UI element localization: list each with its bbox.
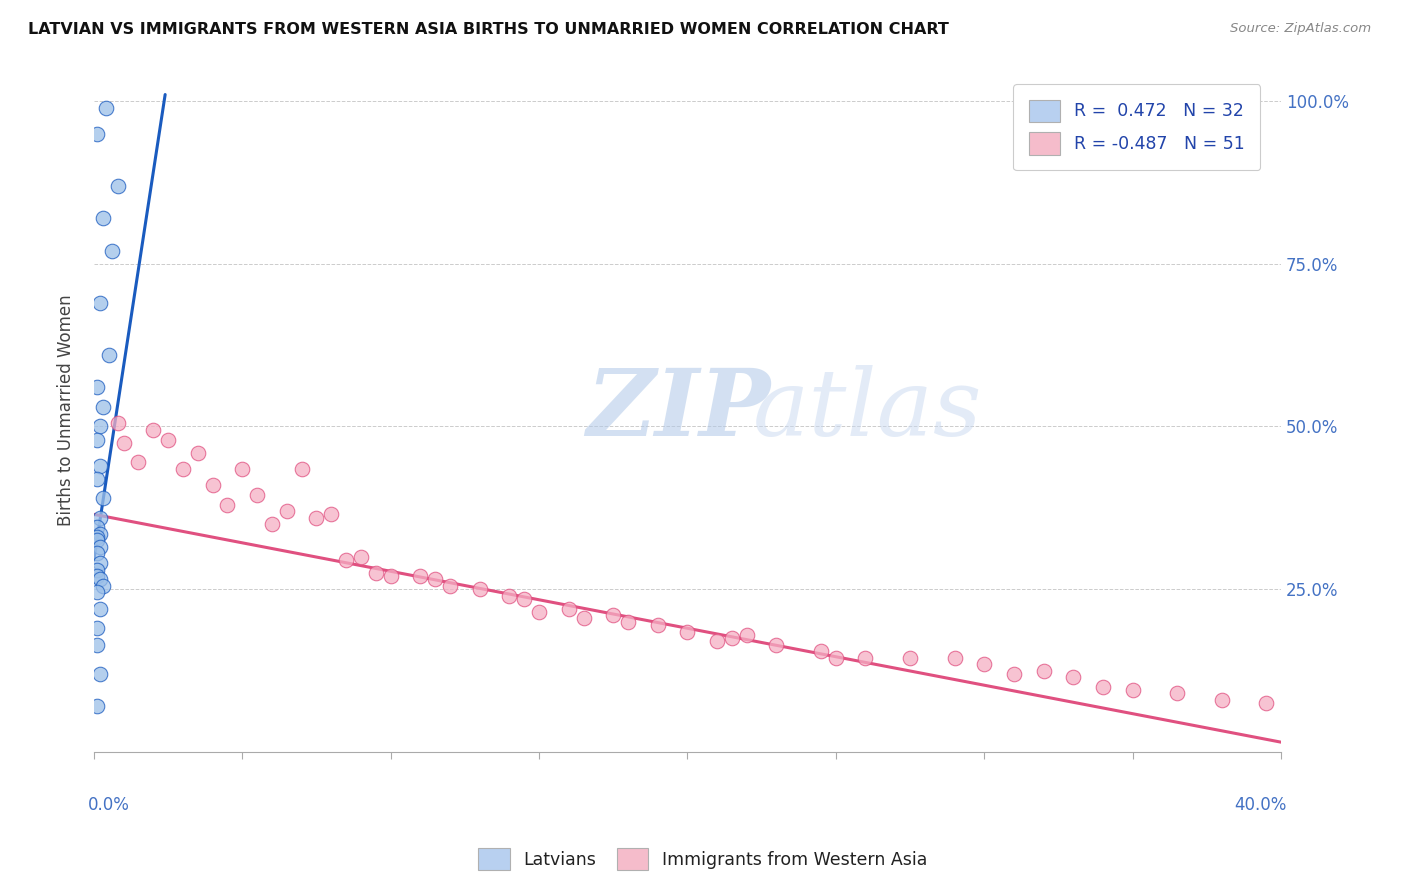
Point [305, 510, 328, 524]
Text: 40.0%: 40.0% [1234, 797, 1286, 814]
Point [409, 569, 432, 583]
Point [112, 435, 135, 450]
Point [335, 553, 357, 567]
Point [89, 510, 111, 524]
Point [89, 527, 111, 541]
Text: 0.0%: 0.0% [89, 797, 129, 814]
Point [86, 471, 108, 485]
Point [89, 540, 111, 554]
Point [86, 520, 108, 534]
Point [201, 478, 224, 492]
Point [602, 608, 624, 623]
Point [217, 498, 239, 512]
Point [364, 566, 387, 580]
Point [706, 634, 728, 648]
Point [89, 666, 111, 681]
Point [91, 211, 114, 226]
Point [86, 380, 108, 394]
Point [513, 591, 536, 606]
Point [89, 295, 111, 310]
Point [276, 504, 298, 518]
Point [187, 445, 209, 459]
Point [89, 556, 111, 570]
Point [1002, 666, 1025, 681]
Point [943, 650, 966, 665]
Point [172, 462, 194, 476]
Point [86, 533, 108, 548]
Point [350, 549, 373, 564]
Point [157, 433, 180, 447]
Point [86, 127, 108, 141]
Point [1091, 680, 1114, 694]
Point [558, 601, 581, 615]
Point [1211, 693, 1233, 707]
Point [231, 462, 253, 476]
Point [973, 657, 995, 671]
Point [498, 589, 520, 603]
Point [86, 546, 108, 560]
Point [527, 605, 550, 619]
Point [246, 488, 269, 502]
Point [127, 455, 149, 469]
Point [572, 611, 595, 625]
Point [86, 699, 108, 714]
Point [260, 517, 283, 532]
Point [1122, 683, 1144, 698]
Point [1062, 670, 1084, 684]
Point [1256, 696, 1278, 710]
Point [107, 416, 129, 430]
Point [91, 579, 114, 593]
Point [86, 569, 108, 583]
Point [617, 615, 640, 629]
Point [721, 631, 744, 645]
Point [321, 508, 343, 522]
Point [86, 530, 108, 544]
Point [855, 650, 877, 665]
Point [100, 244, 122, 258]
Point [765, 638, 787, 652]
Point [97, 348, 120, 362]
Point [91, 491, 114, 505]
Text: Source: ZipAtlas.com: Source: ZipAtlas.com [1230, 22, 1371, 36]
Point [94, 101, 117, 115]
Point [1166, 686, 1188, 700]
Point [142, 423, 165, 437]
Point [647, 618, 669, 632]
Point [676, 624, 699, 639]
Point [91, 400, 114, 414]
Point [425, 573, 447, 587]
Point [735, 628, 758, 642]
Point [1032, 664, 1054, 678]
Point [86, 433, 108, 447]
Point [291, 462, 314, 476]
Point [86, 585, 108, 599]
Point [86, 621, 108, 635]
Point [439, 579, 461, 593]
Point [89, 458, 111, 473]
Point [89, 573, 111, 587]
Y-axis label: Births to Unmarried Women: Births to Unmarried Women [58, 294, 75, 526]
Point [89, 419, 111, 434]
Text: ZIP: ZIP [586, 365, 770, 455]
Point [824, 650, 846, 665]
Point [89, 601, 111, 615]
Point [898, 650, 921, 665]
Legend: R =  0.472   N = 32, R = -0.487   N = 51: R = 0.472 N = 32, R = -0.487 N = 51 [1014, 84, 1260, 170]
Text: LATVIAN VS IMMIGRANTS FROM WESTERN ASIA BIRTHS TO UNMARRIED WOMEN CORRELATION CH: LATVIAN VS IMMIGRANTS FROM WESTERN ASIA … [28, 22, 949, 37]
Point [107, 178, 129, 193]
Point [86, 638, 108, 652]
Point [468, 582, 491, 597]
Text: atlas: atlas [752, 365, 983, 455]
Point [86, 563, 108, 577]
Legend: Latvians, Immigrants from Western Asia: Latvians, Immigrants from Western Asia [470, 839, 936, 879]
Point [380, 569, 402, 583]
Point [810, 644, 832, 658]
